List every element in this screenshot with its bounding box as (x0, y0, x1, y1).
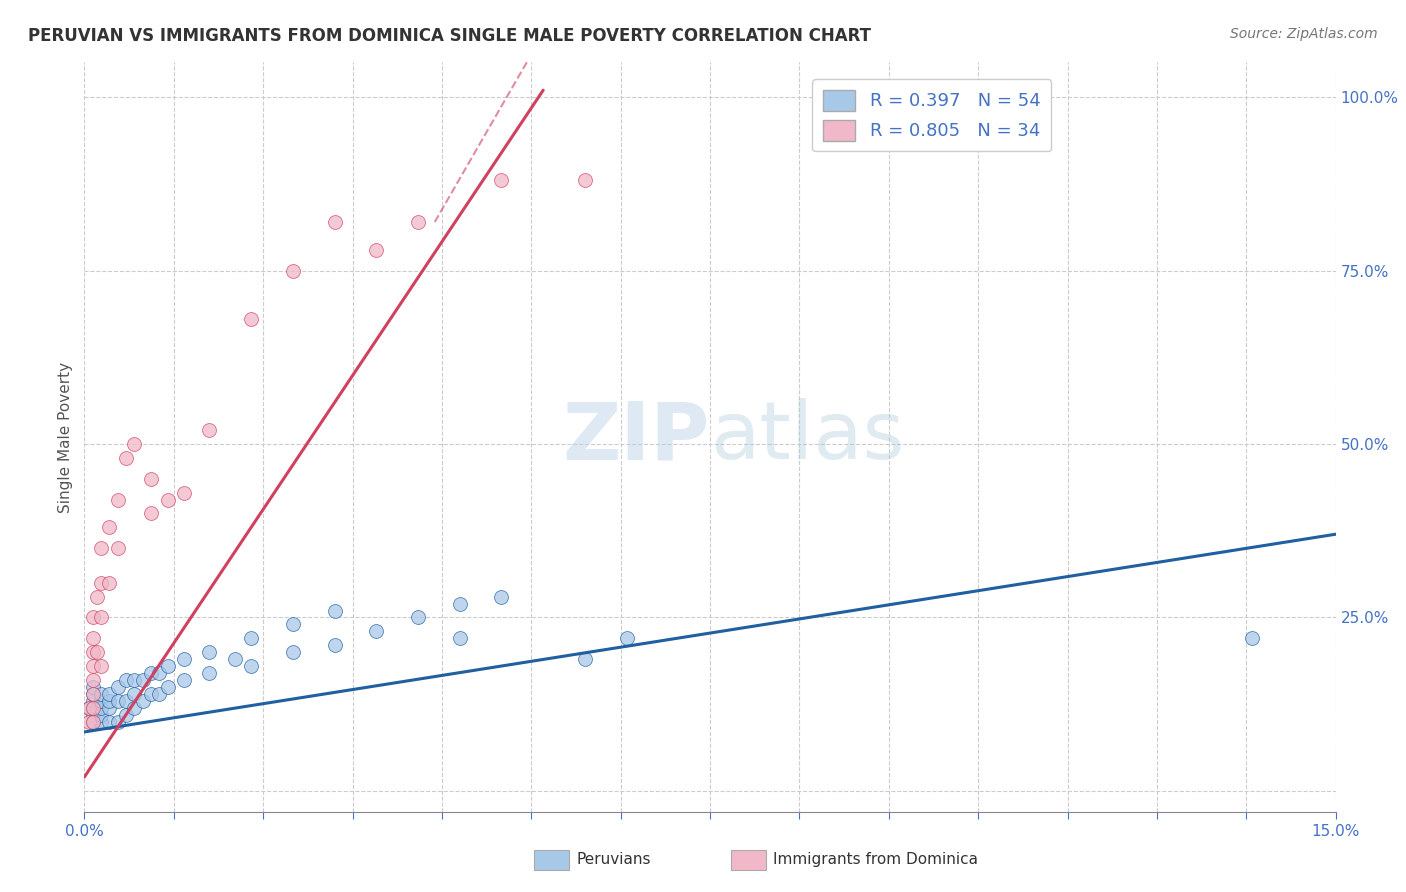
Point (90, 700, 112, 714)
Text: PERUVIAN VS IMMIGRANTS FROM DOMINICA SINGLE MALE POVERTY CORRELATION CHART: PERUVIAN VS IMMIGRANTS FROM DOMINICA SIN… (28, 27, 872, 45)
Point (124, 687, 146, 701)
Point (148, 665, 170, 680)
Text: Immigrants from Dominica: Immigrants from Dominica (773, 853, 979, 867)
Point (224, 652, 246, 666)
Point (90, 659, 112, 673)
Point (98, 687, 121, 701)
Point (98, 694, 121, 708)
Point (574, 173, 596, 187)
Point (82, 659, 104, 673)
Point (107, 680, 129, 694)
Point (82, 714, 104, 729)
Point (82, 632, 104, 646)
Point (240, 659, 263, 673)
Point (139, 472, 162, 486)
Point (82, 714, 104, 729)
Point (90, 687, 112, 701)
Point (115, 450, 138, 465)
Point (124, 437, 146, 451)
Point (406, 215, 429, 229)
Point (491, 590, 513, 604)
Point (77, 700, 100, 714)
Point (574, 652, 596, 666)
Point (82, 707, 104, 722)
Point (115, 673, 138, 687)
Point (366, 243, 388, 257)
Point (173, 485, 195, 500)
Point (82, 673, 104, 687)
Point (1241, 632, 1264, 646)
Y-axis label: Single Male Poverty: Single Male Poverty (58, 361, 73, 513)
Point (98, 520, 121, 534)
Point (139, 687, 162, 701)
Point (366, 624, 388, 639)
Point (449, 632, 471, 646)
Point (132, 673, 155, 687)
Point (240, 312, 263, 326)
Point (132, 694, 155, 708)
Point (82, 700, 104, 714)
Point (115, 694, 138, 708)
Point (124, 673, 146, 687)
Point (82, 645, 104, 659)
Point (156, 492, 179, 507)
Point (82, 610, 104, 624)
Point (98, 700, 121, 714)
Point (156, 680, 179, 694)
Point (90, 541, 112, 555)
Point (98, 714, 121, 729)
Point (107, 714, 129, 729)
Point (139, 665, 162, 680)
Point (107, 694, 129, 708)
Point (82, 687, 104, 701)
Point (90, 714, 112, 729)
Point (323, 215, 346, 229)
Point (82, 687, 104, 701)
Point (323, 638, 346, 652)
Point (323, 603, 346, 617)
Point (115, 707, 138, 722)
Point (107, 492, 129, 507)
Point (82, 714, 104, 729)
Point (240, 632, 263, 646)
Point (82, 694, 104, 708)
Point (86, 645, 108, 659)
Point (148, 687, 170, 701)
Point (90, 707, 112, 722)
Point (173, 652, 195, 666)
Point (139, 507, 162, 521)
Point (491, 173, 513, 187)
Point (77, 714, 100, 729)
Point (86, 700, 108, 714)
Point (198, 423, 221, 437)
Point (406, 610, 429, 624)
Point (198, 645, 221, 659)
Point (82, 680, 104, 694)
Point (281, 263, 304, 277)
Point (90, 610, 112, 624)
Text: Peruvians: Peruvians (576, 853, 651, 867)
Point (281, 645, 304, 659)
Point (281, 617, 304, 632)
Point (107, 541, 129, 555)
Point (90, 694, 112, 708)
Point (616, 632, 638, 646)
Legend: R = 0.397   N = 54, R = 0.805   N = 34: R = 0.397 N = 54, R = 0.805 N = 34 (813, 79, 1052, 152)
Point (77, 700, 100, 714)
Point (86, 590, 108, 604)
Point (173, 673, 195, 687)
Point (82, 700, 104, 714)
Text: ZIP: ZIP (562, 398, 710, 476)
Point (449, 597, 471, 611)
Point (198, 665, 221, 680)
Text: atlas: atlas (710, 398, 904, 476)
Point (98, 575, 121, 590)
Point (90, 575, 112, 590)
Text: Source: ZipAtlas.com: Source: ZipAtlas.com (1230, 27, 1378, 41)
Point (124, 700, 146, 714)
Point (156, 659, 179, 673)
